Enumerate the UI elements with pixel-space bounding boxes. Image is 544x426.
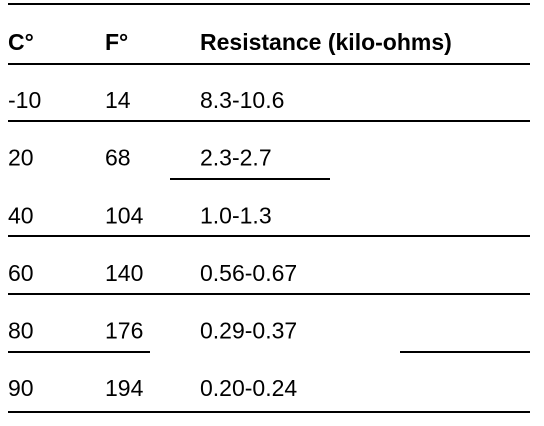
table-cell: 60 xyxy=(8,260,34,286)
table-cell: 0.29-0.37 xyxy=(200,317,297,343)
table-cell: 80 xyxy=(8,317,34,343)
table-cell: 194 xyxy=(105,375,144,401)
header-cell: C° xyxy=(8,29,34,55)
table-cell: -10 xyxy=(8,87,41,113)
table-cell: 140 xyxy=(105,260,143,286)
table-cell: 176 xyxy=(105,317,143,343)
table-cell: 14 xyxy=(105,87,131,113)
table-cell: 68 xyxy=(105,145,131,171)
table-cell: 0.56-0.67 xyxy=(200,260,297,286)
header-cell: Resistance (kilo-ohms) xyxy=(200,29,452,55)
table-cell: 0.20-0.24 xyxy=(200,375,297,401)
table-cell: 90 xyxy=(8,375,34,401)
table-cell: 8.3-10.6 xyxy=(200,87,284,113)
table-cell: 2.3-2.7 xyxy=(200,145,272,171)
header-cell: F° xyxy=(105,29,128,55)
table-cell: 40 xyxy=(8,202,34,228)
table-cell: 104 xyxy=(105,202,144,228)
table-cell: 1.0-1.3 xyxy=(200,202,272,228)
table-cell: 20 xyxy=(8,145,34,171)
